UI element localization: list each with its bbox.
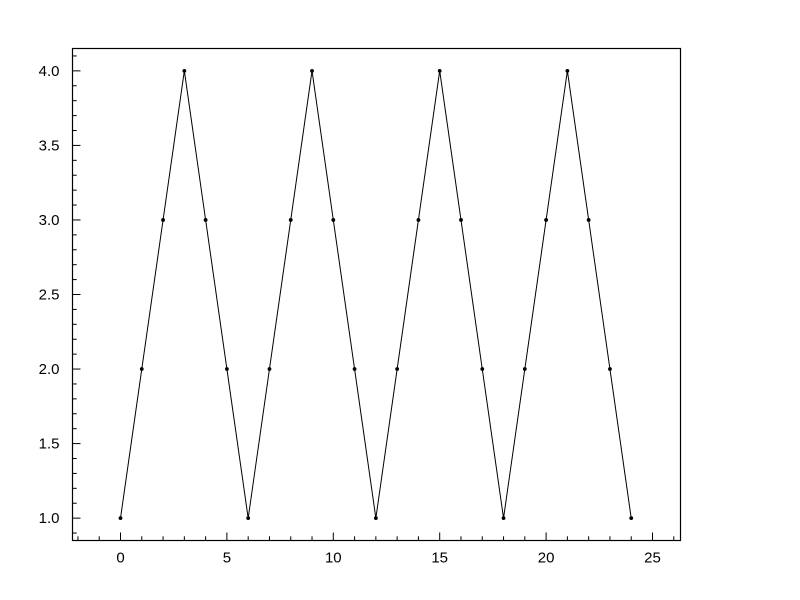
- svg-text:4.0: 4.0: [39, 63, 60, 80]
- svg-text:20: 20: [538, 550, 555, 567]
- svg-text:3.0: 3.0: [39, 212, 60, 229]
- svg-text:25: 25: [644, 550, 661, 567]
- svg-text:1.5: 1.5: [39, 436, 60, 453]
- svg-text:15: 15: [431, 550, 448, 567]
- svg-text:1.0: 1.0: [39, 510, 60, 527]
- svg-text:2.5: 2.5: [39, 287, 60, 304]
- svg-text:10: 10: [325, 550, 342, 567]
- svg-text:3.5: 3.5: [39, 137, 60, 154]
- svg-text:0: 0: [116, 550, 124, 567]
- svg-text:2.0: 2.0: [39, 361, 60, 378]
- svg-text:5: 5: [223, 550, 231, 567]
